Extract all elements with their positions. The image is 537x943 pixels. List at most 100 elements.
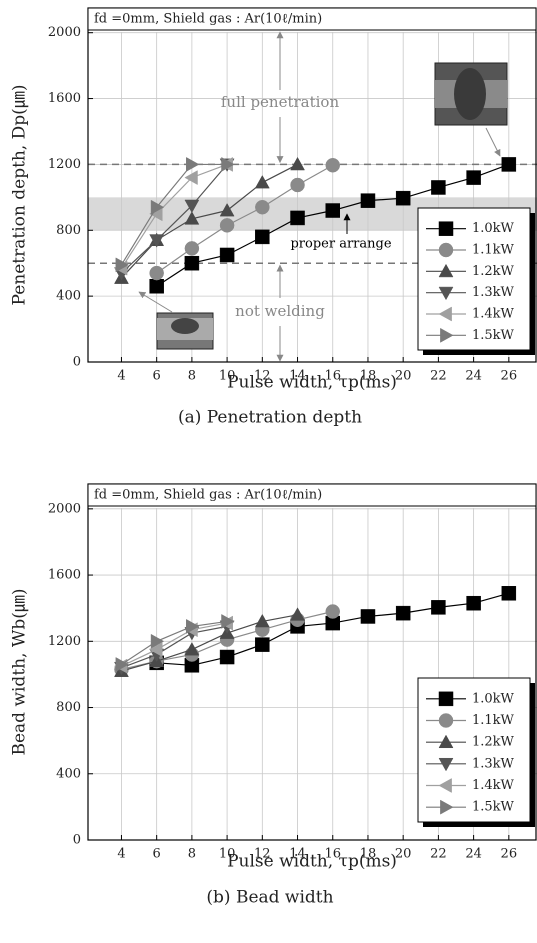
y-tick-label: 2000 xyxy=(48,501,81,516)
marker xyxy=(115,657,129,672)
marker xyxy=(219,203,235,217)
series-line xyxy=(121,614,298,672)
legend-marker xyxy=(438,734,454,749)
legend-marker xyxy=(438,778,452,793)
marker xyxy=(501,586,517,601)
legend-marker xyxy=(438,221,454,236)
y-tick-label: 800 xyxy=(56,223,81,238)
y-tick-label: 400 xyxy=(56,289,81,304)
legend xyxy=(417,677,531,823)
marker xyxy=(149,234,165,248)
caption: (a) Penetration depth xyxy=(178,408,362,428)
marker xyxy=(149,279,164,294)
legend-label: 1.1kW xyxy=(472,243,515,258)
marker xyxy=(325,604,340,619)
marker xyxy=(290,177,305,193)
x-tick-label: 10 xyxy=(219,847,236,862)
legend-marker xyxy=(438,286,454,301)
x-tick-label: 4 xyxy=(117,847,125,862)
legend-marker xyxy=(438,691,454,707)
x-tick-label: 12 xyxy=(254,847,271,862)
x-tick-label: 14 xyxy=(289,369,306,384)
marker xyxy=(184,211,200,225)
x-tick-label: 24 xyxy=(465,369,482,384)
marker xyxy=(186,618,200,634)
legend-label: 1.0kW xyxy=(472,691,515,706)
arrow xyxy=(138,291,173,313)
legend-label: 1.4kW xyxy=(472,307,515,322)
legend-label: 1.5kW xyxy=(472,328,515,343)
y-axis-label: Bead width, Wb(㎛) xyxy=(10,588,30,755)
marker xyxy=(219,649,235,665)
series-line xyxy=(120,163,228,269)
x-tick-label: 6 xyxy=(153,369,161,384)
marker xyxy=(395,190,411,206)
x-tick-label: 20 xyxy=(395,847,412,862)
marker xyxy=(255,637,270,652)
series-line xyxy=(121,622,228,667)
y-tick-label: 800 xyxy=(56,700,81,715)
y-axis-label: Penetration depth, Dp(㎛) xyxy=(10,85,30,306)
x-tick-label: 14 xyxy=(289,847,306,862)
x-tick-label: 8 xyxy=(188,369,196,384)
marker xyxy=(325,157,340,173)
marker xyxy=(395,605,411,621)
caption: (b) Bead width xyxy=(206,888,333,908)
x-axis-label: Pulse width, τp(ms) xyxy=(227,852,397,872)
header: fd =0mm, Shield gas : Ar(10ℓ/min) xyxy=(94,12,322,27)
series-line xyxy=(120,163,228,266)
y-tick-label: 0 xyxy=(73,833,81,848)
legend-marker xyxy=(438,263,454,278)
series-line xyxy=(121,620,228,665)
marker xyxy=(219,218,235,233)
annotation: proper arrange xyxy=(290,237,391,252)
legend-label: 1.5kW xyxy=(472,800,515,815)
y-tick-label: 1200 xyxy=(48,157,81,172)
x-tick-label: 20 xyxy=(395,369,412,384)
marker xyxy=(360,609,376,624)
marker xyxy=(221,614,235,629)
marker xyxy=(466,170,481,185)
marker xyxy=(219,247,235,263)
series-line xyxy=(121,625,228,669)
y-tick-label: 400 xyxy=(56,766,81,781)
marker xyxy=(255,229,270,245)
marker xyxy=(184,199,200,214)
x-tick-label: 18 xyxy=(360,369,377,384)
legend-label: 1.0kW xyxy=(472,221,515,236)
marker xyxy=(431,600,446,615)
marker xyxy=(360,193,376,208)
legend-label: 1.4kW xyxy=(472,778,515,793)
legend-label: 1.2kW xyxy=(472,264,515,279)
marker xyxy=(431,180,446,195)
marker xyxy=(150,633,165,649)
marker xyxy=(501,157,517,172)
marker xyxy=(466,595,481,611)
x-tick-label: 16 xyxy=(324,847,341,862)
x-tick-label: 6 xyxy=(153,847,161,862)
legend-label: 1.2kW xyxy=(472,735,515,750)
x-tick-label: 10 xyxy=(219,369,236,384)
x-tick-label: 26 xyxy=(501,369,518,384)
marker xyxy=(184,241,200,256)
series-line xyxy=(121,163,298,279)
marker xyxy=(221,156,235,172)
legend-marker xyxy=(438,757,454,772)
legend-marker xyxy=(438,306,452,322)
marker xyxy=(184,642,200,656)
legend-label: 1.3kW xyxy=(472,756,515,771)
y-tick-label: 2000 xyxy=(48,25,81,40)
x-tick-label: 16 xyxy=(324,369,341,384)
annotation: full penetration xyxy=(221,93,340,111)
legend-label: 1.3kW xyxy=(472,285,515,300)
series-line xyxy=(121,164,228,274)
x-axis-label: Pulse width, τp(ms) xyxy=(227,373,397,393)
marker xyxy=(254,613,270,628)
x-tick-label: 12 xyxy=(254,369,271,384)
marker xyxy=(290,607,305,621)
marker xyxy=(150,199,165,215)
legend-marker xyxy=(438,242,454,258)
legend xyxy=(417,207,531,351)
legend-marker xyxy=(440,799,454,815)
arrow xyxy=(485,127,501,157)
